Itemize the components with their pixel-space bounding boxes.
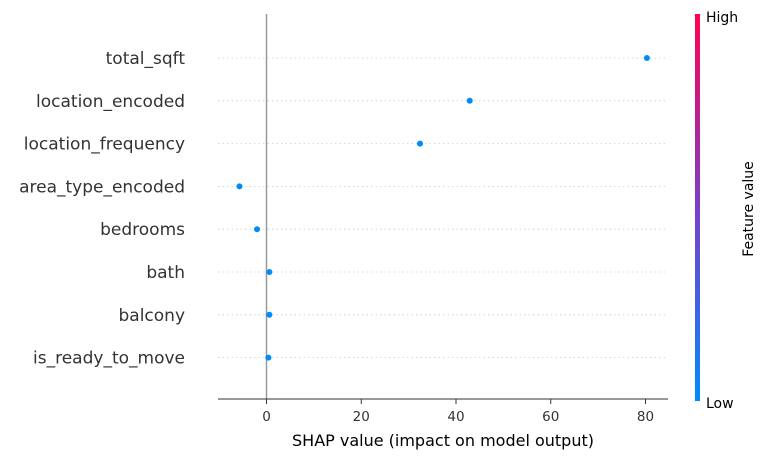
x-tick-label: 20: [353, 409, 370, 425]
shap-point: [643, 55, 650, 61]
shap-point: [416, 140, 423, 147]
x-tick-label: 0: [262, 409, 271, 425]
feature-label: bedrooms: [100, 220, 185, 240]
colorbar-low-label: Low: [706, 396, 734, 412]
feature-label: location_frequency: [24, 135, 185, 155]
feature-label: balcony: [118, 306, 185, 326]
feature-label: bath: [146, 263, 185, 283]
data-points: [236, 55, 650, 361]
feature-label: location_encoded: [36, 92, 185, 112]
x-axis-title: SHAP value (impact on model output): [292, 431, 594, 450]
shap-point: [254, 226, 261, 233]
x-tick-label: 60: [542, 409, 559, 425]
shap-point: [265, 354, 272, 361]
shap-point: [266, 269, 273, 275]
feature-label: is_ready_to_move: [33, 349, 185, 369]
colorbar-high-label: High: [706, 10, 738, 26]
x-tick-label: 40: [447, 409, 464, 425]
shap-point: [236, 183, 243, 190]
feature-label: area_type_encoded: [19, 177, 185, 197]
shap-point: [266, 311, 273, 318]
feature-labels: total_sqft location_encoded location_frequ…: [19, 49, 185, 369]
x-axis-ticks: 0 20 40 60 80: [262, 399, 654, 425]
colorbar: [695, 14, 700, 401]
row-gridlines: [218, 57, 668, 359]
feature-label: total_sqft: [106, 49, 186, 69]
x-tick-label: 80: [637, 409, 654, 425]
shap-point: [466, 97, 473, 104]
colorbar-title: Feature value: [741, 161, 757, 257]
